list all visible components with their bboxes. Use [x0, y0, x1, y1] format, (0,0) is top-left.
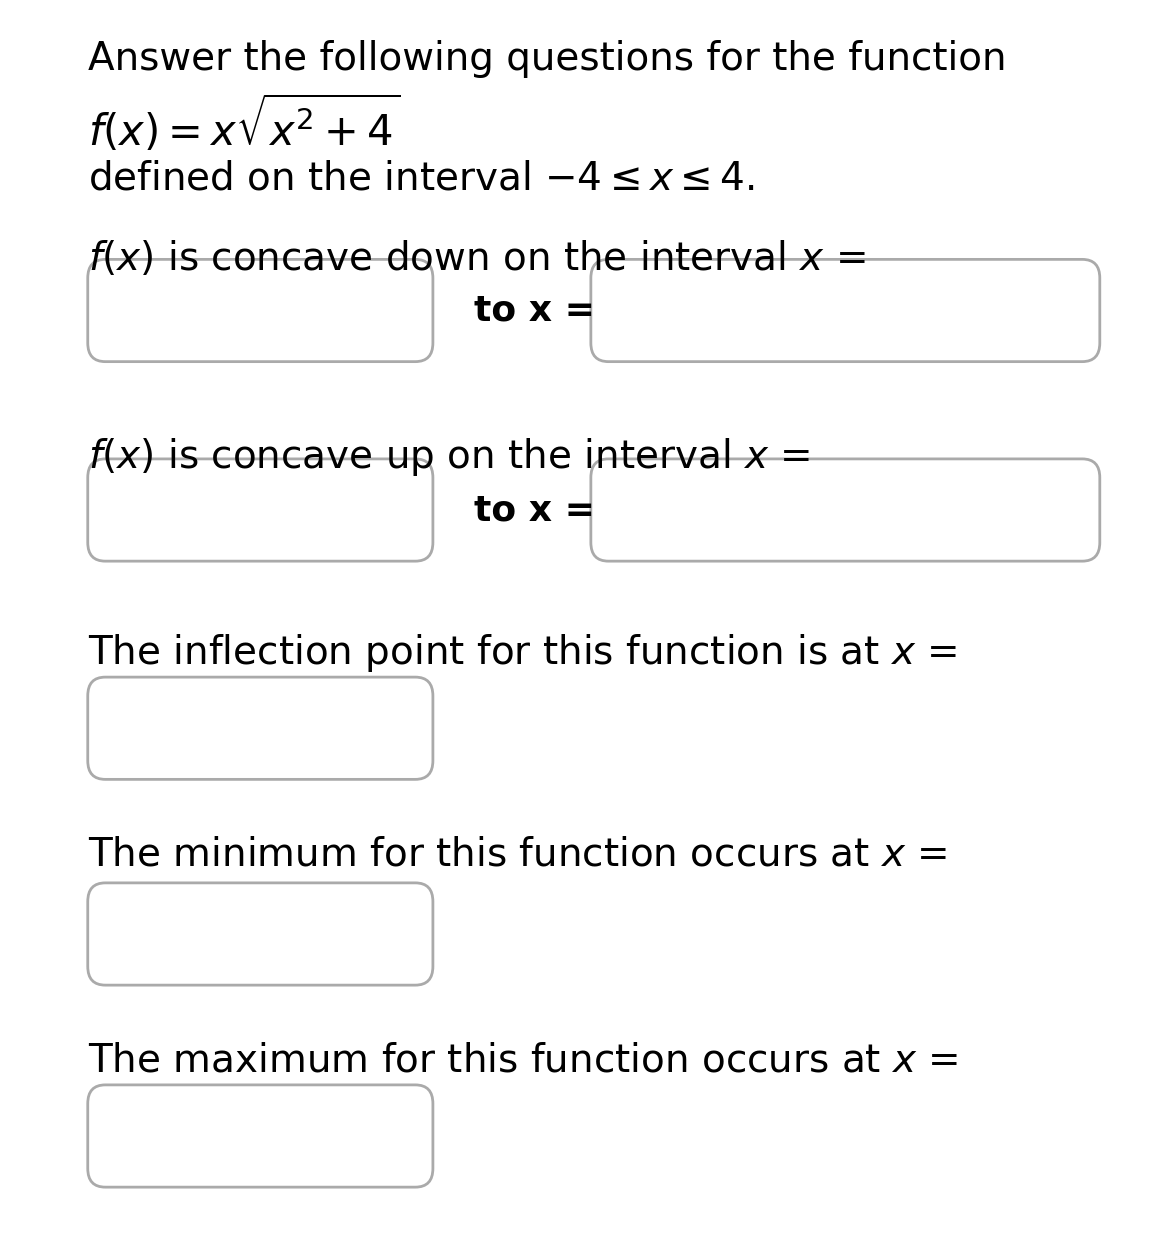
Text: The minimum for this function occurs at $x$ =: The minimum for this function occurs at … — [88, 835, 947, 873]
FancyBboxPatch shape — [88, 677, 433, 779]
Text: Answer the following questions for the function: Answer the following questions for the f… — [88, 40, 1006, 77]
Text: to x =: to x = — [474, 293, 594, 328]
Text: defined on the interval $-4 \leq x \leq 4.$: defined on the interval $-4 \leq x \leq … — [88, 160, 755, 197]
Text: to x =: to x = — [474, 493, 594, 527]
FancyBboxPatch shape — [88, 459, 433, 561]
Text: The maximum for this function occurs at $x$ =: The maximum for this function occurs at … — [88, 1041, 958, 1079]
Text: $f(x) = x\sqrt{x^2 + 4}$: $f(x) = x\sqrt{x^2 + 4}$ — [88, 94, 400, 155]
Text: The inflection point for this function is at $x$ =: The inflection point for this function i… — [88, 632, 957, 675]
Text: $f(x)$ is concave down on the interval $x$ =: $f(x)$ is concave down on the interval $… — [88, 239, 866, 278]
FancyBboxPatch shape — [591, 259, 1100, 362]
FancyBboxPatch shape — [88, 883, 433, 985]
FancyBboxPatch shape — [591, 459, 1100, 561]
FancyBboxPatch shape — [88, 1085, 433, 1187]
Text: $f(x)$ is concave up on the interval $x$ =: $f(x)$ is concave up on the interval $x$… — [88, 436, 810, 479]
FancyBboxPatch shape — [88, 259, 433, 362]
